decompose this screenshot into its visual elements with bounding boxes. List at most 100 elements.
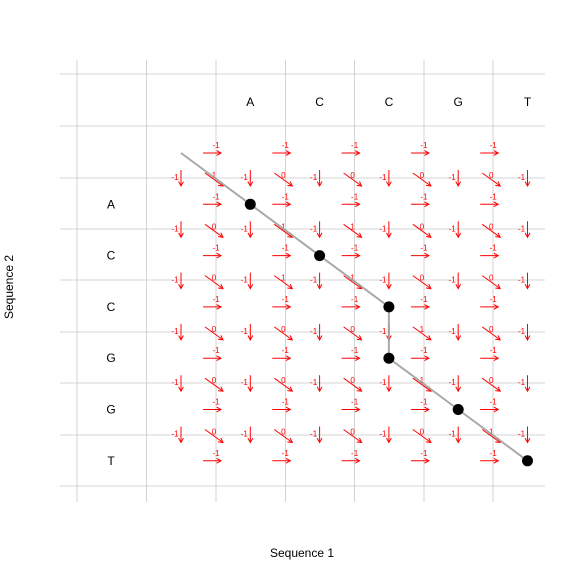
vertical-arrow-label: -1 — [518, 276, 526, 285]
horizontal-arrow — [272, 150, 292, 156]
vertical-arrow-label: -1 — [310, 276, 318, 285]
horizontal-arrow-label: -1 — [282, 449, 290, 458]
vertical-arrow — [455, 323, 462, 341]
horizontal-arrow — [341, 355, 361, 362]
seq2-char: C — [107, 300, 116, 314]
horizontal-arrow-label: -1 — [351, 398, 359, 407]
x-axis-title: Sequence 1 — [270, 546, 334, 560]
horizontal-arrow — [410, 355, 430, 362]
diagonal-arrow-label: 1 — [212, 171, 217, 180]
horizontal-arrow-label: -1 — [212, 192, 220, 201]
horizontal-arrow-label: -1 — [420, 295, 428, 304]
vertical-arrow-label: -1 — [171, 224, 179, 233]
vertical-arrow-label: -1 — [449, 327, 457, 336]
diagonal-arrow-label: 0 — [489, 222, 494, 231]
diagonal-arrow-label: 0 — [420, 274, 425, 283]
path-node — [383, 352, 395, 364]
vertical-arrow-label: -1 — [310, 327, 318, 336]
vertical-arrow-label: -1 — [241, 173, 249, 182]
diagonal-arrow — [204, 223, 224, 238]
diagonal-arrow — [274, 377, 294, 392]
seq2-char: G — [106, 403, 115, 417]
diagonal-arrow-label: 0 — [489, 325, 494, 334]
seq1-char: T — [524, 95, 532, 109]
vertical-arrow — [247, 323, 254, 341]
vertical-arrow-label: -1 — [379, 378, 387, 387]
diagonal-arrow-label: 1 — [489, 428, 494, 437]
score-arrows: -1 -1 1 -1 -1 0 -1 -1 0 -1 -1 0 -1 -1 0 -1 -1 0 -1 -1 -1 0 -1 -… — [171, 141, 531, 464]
vertical-arrow — [178, 375, 184, 393]
horizontal-arrow — [480, 406, 500, 413]
horizontal-arrow-label: -1 — [490, 244, 498, 253]
horizontal-arrow — [480, 355, 500, 362]
vertical-arrow — [524, 323, 531, 341]
vertical-arrow-label: -1 — [310, 430, 318, 439]
horizontal-arrow — [203, 252, 223, 259]
vertical-arrow-label: -1 — [379, 276, 387, 285]
horizontal-arrow-label: -1 — [282, 295, 290, 304]
vertical-arrow-label: -1 — [449, 430, 457, 439]
diagonal-arrow — [343, 429, 363, 444]
diagonal-arrow-label: 0 — [212, 274, 217, 283]
horizontal-arrow — [203, 355, 223, 362]
horizontal-arrow-label: -1 — [351, 244, 359, 253]
diagonal-arrow-label: 1 — [420, 376, 425, 385]
diagonal-arrow-label: 0 — [489, 274, 494, 283]
horizontal-arrow-label: -1 — [212, 141, 220, 150]
horizontal-arrow-label: -1 — [490, 141, 498, 150]
vertical-arrow-label: -1 — [518, 224, 526, 233]
diagonal-arrow-label: 1 — [350, 274, 355, 283]
horizontal-arrow — [480, 252, 500, 259]
diagonal-arrow — [204, 377, 224, 392]
vertical-arrow-label: -1 — [241, 327, 249, 336]
vertical-arrow — [386, 272, 392, 290]
horizontal-arrow-label: -1 — [420, 244, 428, 253]
vertical-arrow — [247, 170, 254, 188]
horizontal-arrow — [203, 150, 223, 156]
path-node — [452, 404, 464, 415]
horizontal-arrow-label: -1 — [490, 346, 498, 355]
horizontal-arrow-label: -1 — [420, 192, 428, 201]
vertical-arrow — [524, 221, 531, 239]
horizontal-arrow-label: -1 — [420, 398, 428, 407]
vertical-arrow-label: -1 — [241, 276, 249, 285]
vertical-arrow-label: -1 — [171, 276, 179, 285]
diagonal-arrow-label: 0 — [350, 171, 355, 180]
vertical-arrow — [455, 426, 462, 444]
diagonal-arrow-label: 1 — [420, 325, 425, 334]
vertical-arrow — [178, 221, 184, 239]
horizontal-arrow — [272, 355, 292, 362]
vertical-arrow — [178, 426, 184, 444]
vertical-arrow — [524, 426, 531, 444]
horizontal-arrow — [203, 304, 223, 310]
diagonal-arrow — [481, 377, 502, 392]
y-axis-title: Sequence 2 — [2, 255, 16, 319]
horizontal-arrow-label: -1 — [420, 346, 428, 355]
horizontal-arrow-label: -1 — [490, 398, 498, 407]
vertical-arrow — [524, 375, 531, 393]
path-node — [522, 455, 533, 467]
vertical-arrow-label: -1 — [171, 173, 179, 182]
diagonal-arrow — [412, 429, 432, 444]
vertical-arrow — [316, 375, 323, 393]
horizontal-arrow — [480, 201, 500, 208]
diagonal-arrow-label: 0 — [420, 428, 425, 437]
seq2-char: A — [107, 197, 115, 211]
vertical-arrow — [386, 170, 392, 188]
diagonal-arrow — [343, 377, 363, 392]
horizontal-arrow — [410, 406, 430, 413]
seq2-char: T — [107, 454, 115, 468]
diagonal-arrow — [343, 172, 363, 187]
vertical-arrow-label: -1 — [449, 276, 457, 285]
vertical-arrow — [247, 375, 254, 393]
vertical-arrow-label: -1 — [518, 378, 526, 387]
diagonal-arrow — [481, 326, 502, 341]
vertical-arrow-label: -1 — [449, 378, 457, 387]
horizontal-arrow-label: -1 — [282, 141, 290, 150]
horizontal-arrow — [203, 457, 223, 464]
diagonal-arrow-label: 1 — [281, 222, 286, 231]
vertical-arrow — [178, 170, 184, 188]
vertical-arrow-label: -1 — [449, 224, 457, 233]
vertical-arrow-label: -1 — [241, 224, 249, 233]
vertical-arrow-label: -1 — [379, 173, 387, 182]
